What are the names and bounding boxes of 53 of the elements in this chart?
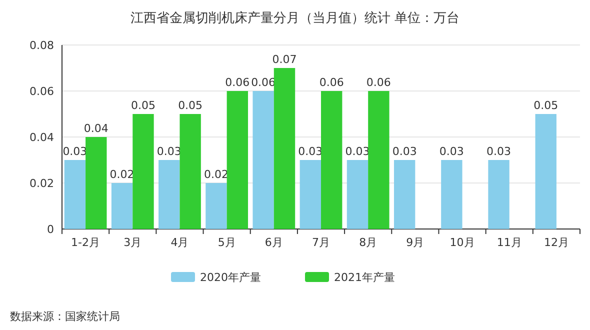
data-label: 0.05 — [130, 99, 156, 112]
data-label: 0.03 — [156, 145, 182, 158]
x-tick-label: 4月 — [170, 236, 189, 249]
data-label: 0.05 — [178, 99, 203, 112]
y-tick-label: 0.04 — [30, 131, 54, 144]
bar — [226, 91, 248, 229]
data-label: 0.02 — [204, 168, 228, 181]
bar — [158, 160, 180, 229]
bar — [535, 114, 556, 229]
x-tick-label: 9月 — [406, 236, 424, 249]
bar — [488, 160, 510, 229]
data-label: 0.03 — [439, 145, 464, 158]
data-label: 0.07 — [272, 53, 297, 66]
bar — [394, 160, 416, 229]
x-tick-label: 5月 — [218, 236, 236, 249]
y-tick-label: 0 — [47, 223, 54, 236]
data-label: 0.03 — [486, 145, 512, 158]
bar — [86, 137, 107, 229]
bar — [300, 160, 321, 229]
data-label: 0.06 — [251, 76, 276, 89]
bar — [441, 160, 462, 229]
legend-label: 2021年产量 — [334, 271, 395, 284]
data-label: 0.06 — [225, 76, 250, 89]
data-label: 0.04 — [84, 122, 108, 135]
x-tick-label: 6月 — [264, 236, 283, 249]
data-label: 0.06 — [319, 76, 344, 89]
bar — [252, 91, 274, 229]
bar — [274, 68, 296, 229]
data-label: 0.03 — [298, 145, 323, 158]
bar — [132, 114, 154, 229]
data-label: 0.06 — [366, 76, 391, 89]
bar — [180, 114, 201, 229]
bar — [64, 160, 86, 229]
chart-title: 江西省金属切削机床产量分月（当月值）统计 单位：万台 — [130, 11, 460, 26]
legend-label: 2020年产量 — [200, 271, 261, 284]
x-tick-label: 12月 — [544, 236, 569, 249]
bar — [346, 160, 368, 229]
x-tick-label: 10月 — [450, 236, 475, 249]
bar — [111, 183, 133, 229]
y-tick-label: 0.02 — [30, 177, 54, 190]
x-tick-label: 3月 — [124, 236, 142, 249]
y-tick-label: 0.08 — [30, 39, 54, 52]
bar — [321, 91, 342, 229]
bar — [206, 183, 227, 229]
x-tick-label: 7月 — [312, 236, 330, 249]
source-note: 数据来源：国家统计局 — [10, 310, 120, 323]
x-tick-label: 1-2月 — [71, 236, 100, 249]
x-tick-label: 8月 — [359, 236, 378, 249]
x-tick-label: 11月 — [496, 236, 522, 249]
data-label: 0.05 — [534, 99, 558, 112]
bar — [368, 91, 390, 229]
data-label: 0.03 — [392, 145, 417, 158]
y-tick-label: 0.06 — [30, 85, 54, 98]
